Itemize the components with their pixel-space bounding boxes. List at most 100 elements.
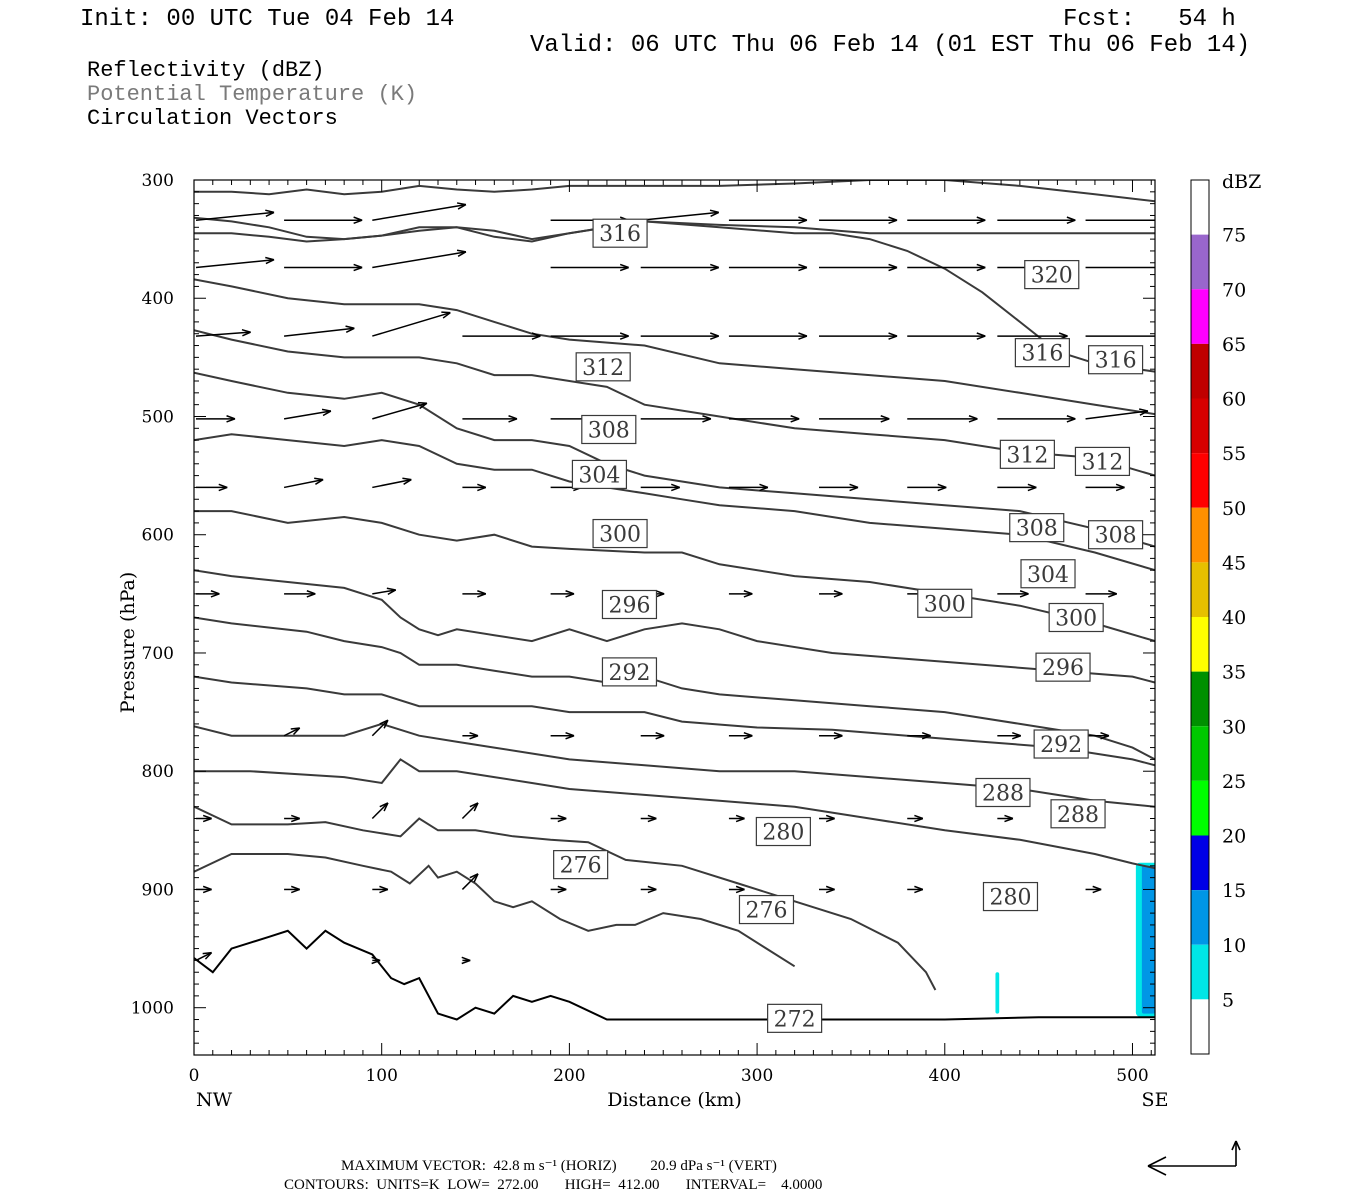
isentrope-280 — [194, 758, 1155, 870]
y-tick-label: 600 — [142, 526, 174, 546]
svg-text:316: 316 — [1095, 349, 1137, 374]
colorbar-segment — [1191, 562, 1209, 617]
svg-text:316: 316 — [1021, 342, 1063, 367]
colorbar-segment — [1191, 180, 1209, 235]
circulation-vector — [640, 814, 657, 823]
circulation-vector — [196, 590, 220, 598]
circulation-vector — [195, 256, 275, 269]
colorbar-segment — [1191, 726, 1209, 781]
svg-text:304: 304 — [578, 463, 620, 488]
circulation-vector — [372, 311, 451, 337]
svg-text:272: 272 — [774, 1007, 816, 1032]
circulation-vector — [550, 332, 629, 340]
x-tick-label: 400 — [929, 1066, 961, 1086]
x-tick-label: 500 — [1116, 1066, 1148, 1086]
colorbar-label: 50 — [1222, 498, 1246, 520]
isentrope-308 — [194, 433, 1155, 572]
circulation-vector — [819, 814, 835, 823]
svg-text:280: 280 — [762, 821, 804, 846]
circulation-vector — [284, 263, 363, 272]
circulation-vector — [372, 885, 389, 894]
svg-text:316: 316 — [599, 222, 641, 247]
circulation-vector — [997, 415, 1076, 423]
colorbar-segment — [1191, 234, 1209, 290]
circulation-vector — [462, 731, 479, 740]
svg-text:288: 288 — [982, 782, 1024, 807]
circulation-vector — [728, 885, 745, 894]
circulation-vector — [640, 332, 719, 340]
circulation-vector — [997, 814, 1014, 823]
contour-label: 288 — [1050, 799, 1106, 829]
circulation-vector — [907, 263, 986, 272]
circulation-vector — [640, 209, 720, 221]
circulation-vector — [461, 873, 479, 890]
x-tick-label: 100 — [365, 1066, 397, 1086]
circulation-vector — [462, 332, 541, 340]
circulation-vector — [819, 263, 898, 272]
init-time: Init: 00 UTC Tue 04 Feb 14 — [80, 6, 455, 33]
isentrope-272 — [194, 929, 1155, 1021]
y-tick-label: 800 — [142, 762, 174, 782]
circulation-vector — [1155, 591, 1178, 597]
circulation-vector — [1085, 408, 1149, 420]
svg-text:320: 320 — [1031, 264, 1073, 289]
contour-label: 308 — [581, 414, 637, 445]
circulation-vector — [907, 415, 978, 423]
contour-label: 280 — [755, 816, 811, 847]
circulation-vector — [372, 202, 467, 221]
x-tick-label: 0 — [189, 1066, 200, 1086]
svg-text:300: 300 — [599, 523, 641, 548]
circulation-vector — [907, 332, 986, 340]
circulation-vector — [462, 483, 487, 492]
circulation-vector — [640, 263, 719, 272]
svg-text:308: 308 — [1095, 524, 1137, 549]
circulation-vector — [372, 477, 412, 489]
contour-label: 292 — [601, 657, 658, 687]
colorbar-segment — [1191, 671, 1209, 727]
circulation-vector — [728, 483, 769, 492]
isentrope-300 — [194, 569, 1155, 684]
circulation-vector — [1154, 486, 1155, 488]
colorbar-label: 15 — [1222, 880, 1246, 902]
contour-label: 300 — [592, 518, 648, 549]
y-axis-label: Pressure (hPa) — [117, 572, 139, 714]
circulation-vector — [550, 814, 567, 823]
colorbar-label: 75 — [1222, 225, 1246, 247]
y-tick-label: 1000 — [131, 999, 174, 1019]
circulation-vector — [728, 332, 808, 340]
contour-label: 292 — [1033, 729, 1089, 759]
colorbar-segment — [1191, 617, 1209, 672]
contour-label: 316 — [1087, 345, 1144, 375]
colorbar-frame — [1190, 179, 1210, 1055]
contour-label: 280 — [982, 881, 1039, 912]
y-tick-label: 900 — [142, 880, 174, 900]
colorbar-segment — [1191, 890, 1209, 945]
circulation-vector — [196, 483, 228, 492]
circulation-vector — [819, 885, 835, 894]
contour-label: 304 — [1020, 559, 1076, 589]
colorbar-segment — [1191, 398, 1209, 454]
svg-text:312: 312 — [582, 356, 624, 381]
circulation-vector — [461, 802, 479, 820]
circulation-vector — [195, 328, 251, 337]
circulation-vector — [195, 209, 275, 221]
circulation-vector — [1085, 731, 1110, 740]
reference-vector-icon — [1147, 1140, 1241, 1176]
svg-text:300: 300 — [924, 592, 966, 617]
circulation-vector — [728, 415, 800, 423]
contour-label: 288 — [975, 777, 1031, 808]
circulation-vector — [819, 731, 843, 740]
circulation-vector — [283, 727, 301, 737]
circulation-vector — [550, 263, 629, 272]
isentrope-316 — [194, 329, 1155, 477]
isentrope-296 — [194, 616, 1155, 761]
circulation-vector — [1085, 483, 1125, 492]
colorbar-label: 55 — [1222, 443, 1246, 465]
svg-text:308: 308 — [1016, 517, 1058, 542]
contour-label: 312 — [575, 352, 631, 382]
circulation-vector — [907, 483, 947, 492]
circulation-vector — [461, 956, 471, 965]
contour-label: 272 — [767, 1003, 823, 1033]
isentrope-276 — [194, 853, 796, 968]
x-tick-label: 200 — [553, 1066, 585, 1086]
